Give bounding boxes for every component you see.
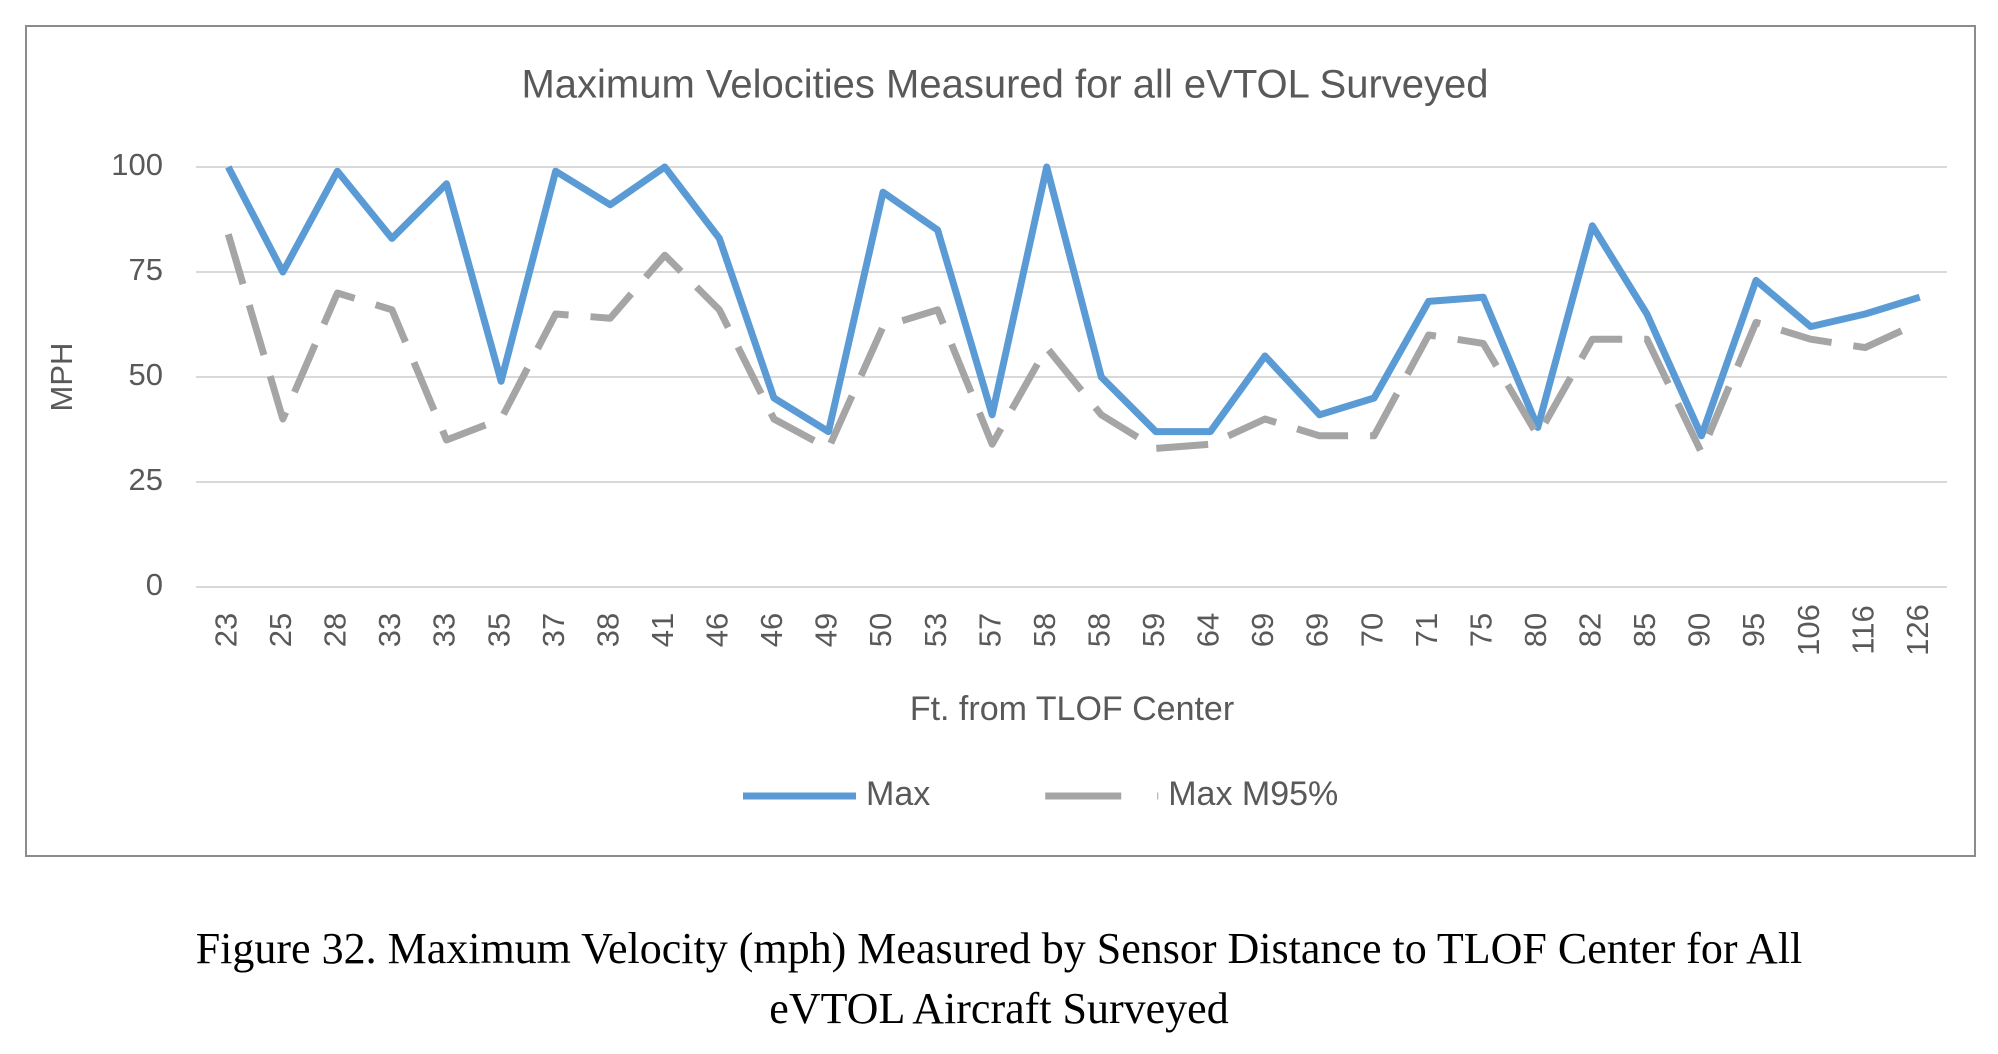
x-tick-label: 38 <box>590 613 625 647</box>
x-tick-label: 58 <box>1081 613 1116 647</box>
series-line <box>225 163 1921 440</box>
x-tick-label: 50 <box>863 613 898 647</box>
series-line <box>224 233 1922 457</box>
x-tick-label: 35 <box>481 613 516 647</box>
x-tick-label: 33 <box>372 613 407 647</box>
y-tick-label: 50 <box>129 357 163 392</box>
x-tick-label: 90 <box>1682 613 1717 647</box>
x-tick-label: 95 <box>1736 613 1771 647</box>
legend-label: Max M95% <box>1168 775 1338 813</box>
x-tick-label: 49 <box>809 613 844 647</box>
legend-label: Max <box>866 775 930 813</box>
x-tick-label: 75 <box>1463 613 1498 647</box>
x-tick-label: 64 <box>1191 613 1226 647</box>
x-tick-label: 46 <box>700 613 735 647</box>
x-tick-label: 59 <box>1136 613 1171 647</box>
y-tick-label: 0 <box>146 567 163 602</box>
caption-line: eVTOL Aircraft Surveyed <box>769 984 1228 1033</box>
x-tick-label: 126 <box>1900 604 1935 656</box>
x-tick-label: 28 <box>318 613 353 647</box>
x-tick-label: 58 <box>1027 613 1062 647</box>
x-tick-label: 23 <box>208 613 243 647</box>
chart-frame <box>25 25 1976 857</box>
y-tick-label: 100 <box>111 147 163 182</box>
x-tick-label: 69 <box>1245 613 1280 647</box>
x-tick-label: 37 <box>536 613 571 647</box>
caption-line: Figure 32. Maximum Velocity (mph) Measur… <box>196 924 1803 973</box>
x-tick-label: 25 <box>263 613 298 647</box>
x-tick-label: 106 <box>1791 604 1826 656</box>
x-tick-label: 69 <box>1300 613 1335 647</box>
x-tick-label: 80 <box>1518 613 1553 647</box>
x-tick-label: 41 <box>645 613 680 647</box>
x-tick-label: 82 <box>1573 613 1608 647</box>
chart-title: Maximum Velocities Measured for all eVTO… <box>521 63 1488 107</box>
x-tick-label: 33 <box>427 613 462 647</box>
x-tick-label: 71 <box>1409 613 1444 647</box>
y-tick-label: 25 <box>129 462 163 497</box>
x-tick-label: 46 <box>754 613 789 647</box>
x-tick-label: 53 <box>918 613 953 647</box>
x-tick-label: 70 <box>1354 613 1389 647</box>
x-tick-label: 85 <box>1627 613 1662 647</box>
y-axis-label: MPH <box>44 343 79 412</box>
x-tick-label: 116 <box>1845 605 1880 654</box>
x-tick-label: 57 <box>972 613 1007 647</box>
y-tick-label: 75 <box>129 252 163 287</box>
x-axis-label: Ft. from TLOF Center <box>910 690 1234 728</box>
